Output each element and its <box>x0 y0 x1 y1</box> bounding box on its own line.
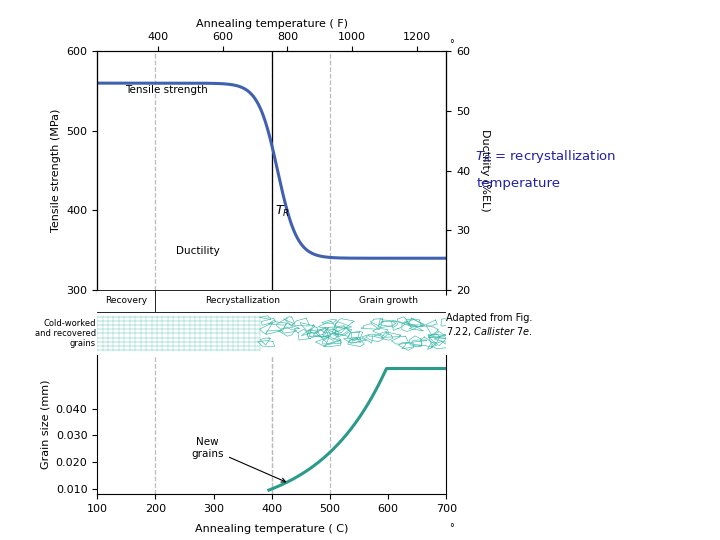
Text: $T_R$ = recrystallization: $T_R$ = recrystallization <box>475 148 616 165</box>
Y-axis label: Ductility (%EL): Ductility (%EL) <box>480 130 490 212</box>
Text: Grain growth: Grain growth <box>359 296 418 306</box>
Y-axis label: Grain size (mm): Grain size (mm) <box>40 380 50 469</box>
Text: Tensile strength: Tensile strength <box>125 85 208 94</box>
Text: Ductility: Ductility <box>176 246 220 256</box>
Y-axis label: Tensile strength (MPa): Tensile strength (MPa) <box>51 109 60 232</box>
Text: Recovery: Recovery <box>105 296 148 306</box>
Text: °: ° <box>449 523 454 533</box>
Text: Cold-worked
and recovered
grains: Cold-worked and recovered grains <box>35 319 96 348</box>
Text: Recrystallization: Recrystallization <box>205 296 280 306</box>
Text: temperature: temperature <box>477 177 560 190</box>
Text: $T_R$: $T_R$ <box>275 204 289 219</box>
Text: Adapted from Fig.
7.22, $\it{Callister\ 7e.}$: Adapted from Fig. 7.22, $\it{Callister\ … <box>446 313 533 338</box>
Text: °: ° <box>449 38 454 49</box>
Text: New
grains: New grains <box>192 437 286 482</box>
Text: Annealing temperature ( C): Annealing temperature ( C) <box>195 523 348 534</box>
X-axis label: Annealing temperature ( F): Annealing temperature ( F) <box>196 19 348 29</box>
